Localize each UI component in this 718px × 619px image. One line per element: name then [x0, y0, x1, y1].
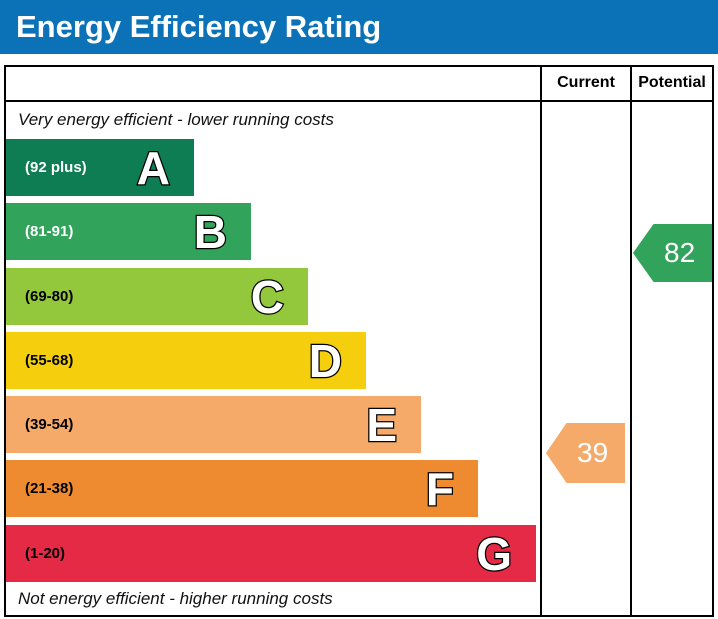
band-range-label: (55-68)	[25, 352, 74, 369]
page-title: Energy Efficiency Rating	[16, 9, 382, 44]
rating-band-f: (21-38) F	[6, 460, 478, 517]
band-range-label: (21-38)	[25, 480, 74, 497]
top-note: Very energy efficient - lower running co…	[18, 110, 334, 129]
rating-band-b: (81-91) B	[6, 203, 251, 260]
band-letter: F	[425, 462, 456, 515]
rating-band-c: (69-80) C	[6, 268, 308, 325]
band-range-label: (69-80)	[25, 288, 74, 305]
potential-column-divider	[630, 67, 632, 615]
band-letter: A	[136, 141, 172, 194]
band-letter: B	[193, 205, 229, 258]
potential-rating-value: 82	[664, 237, 696, 268]
rating-band-a: (92 plus) A	[6, 139, 194, 196]
current-rating-value: 39	[577, 437, 609, 468]
band-letter: E	[365, 398, 398, 451]
band-letter: C	[250, 270, 286, 323]
bottom-note: Not energy efficient - higher running co…	[18, 589, 333, 608]
band-letter: G	[475, 527, 513, 580]
current-column-divider	[540, 67, 542, 615]
rating-band-g: (1-20) G	[6, 525, 536, 582]
band-range-label: (92 plus)	[25, 159, 87, 176]
title-bar: Energy Efficiency Rating	[0, 0, 718, 54]
band-letter: D	[308, 334, 344, 387]
rating-band-e: (39-54) E	[6, 396, 421, 453]
band-range-label: (1-20)	[25, 545, 66, 562]
band-range-label: (81-91)	[25, 223, 74, 240]
band-range-label: (39-54)	[25, 416, 74, 433]
column-header-potential: Potential	[638, 74, 706, 91]
header-row-divider	[6, 100, 712, 102]
rating-band-d: (55-68) D	[6, 332, 366, 389]
column-header-current: Current	[557, 74, 615, 91]
